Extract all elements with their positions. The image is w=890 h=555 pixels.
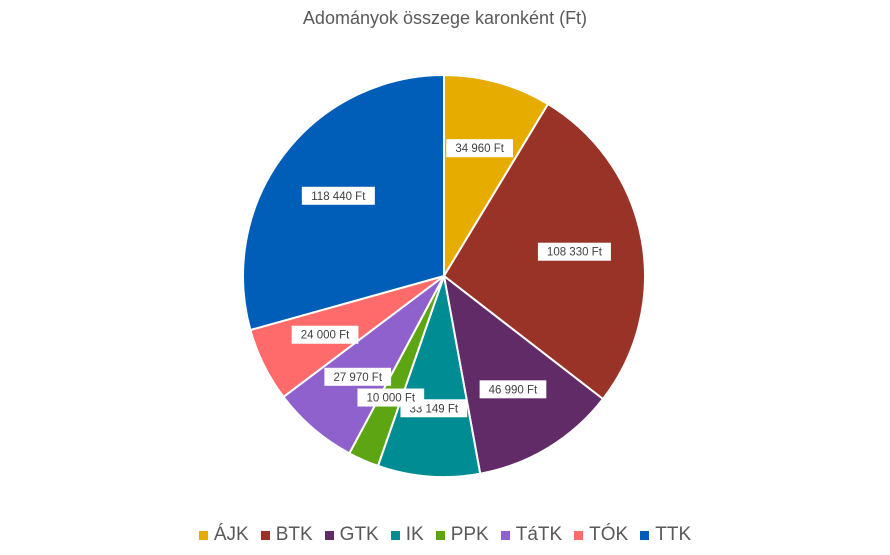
data-label-text: 108 330 Ft [547,247,603,259]
legend-label: GTK [339,524,379,545]
data-label-ájk: 34 960 Ft [446,139,513,158]
legend-item-tátk: TáTK [500,524,563,546]
legend-item-ájk: ÁJK [198,524,249,546]
legend-swatch [390,530,400,540]
data-label-box [357,388,425,407]
legend-item-ttk: TTK [640,524,691,546]
chart-legend: ÁJK BTK GTK IK PPK TáTK TÓK TTK [0,524,890,546]
data-label-box [537,242,611,261]
data-label-box [324,367,392,386]
data-label-box [446,139,513,158]
data-label-tátk: 27 970 Ft [324,367,392,386]
legend-swatch [260,530,270,540]
legend-item-ppk: PPK [435,524,489,546]
data-label-text: 34 960 Ft [455,143,504,155]
data-label-box [291,325,359,344]
pie-slice-gtk [442,273,605,475]
pie-slice-ik [376,272,482,478]
legend-item-gtk: GTK [324,524,379,546]
data-label-gtk: 46 990 Ft [479,380,547,399]
legend-item-tók: TÓK [574,524,628,546]
data-label-text: 24 000 Ft [301,330,350,342]
pie-slice-ájk [443,73,550,280]
legend-swatch [324,530,334,540]
data-label-text: 10 000 Ft [367,393,416,405]
data-label-text: 27 970 Ft [333,372,382,384]
data-label-tók: 24 000 Ft [291,325,359,344]
data-label-box [479,380,547,399]
legend-label: PPK [450,524,489,545]
legend-label: BTK [275,524,313,545]
legend-swatch [574,530,584,540]
legend-label: TTK [655,524,692,545]
legend-label: TÓK [589,524,629,545]
legend-swatch [500,530,510,540]
data-label-text: 46 990 Ft [489,384,538,396]
data-label-text: 118 440 Ft [311,191,366,203]
legend-swatch [435,530,445,540]
legend-swatch [640,530,650,540]
data-label-box [301,186,375,205]
data-label-ttk: 118 440 Ft [301,186,375,205]
chart-title: Adományok összege karonként (Ft) [302,8,588,28]
legend-item-ik: IK [390,524,424,546]
data-label-ppk: 10 000 Ft [357,388,425,407]
legend-item-btk: BTK [260,524,313,546]
legend-label: ÁJK [213,524,249,545]
legend-label: IK [405,524,424,545]
legend-label: TáTK [515,524,563,545]
legend-swatch [198,530,208,540]
data-label-btk: 108 330 Ft [537,242,611,261]
